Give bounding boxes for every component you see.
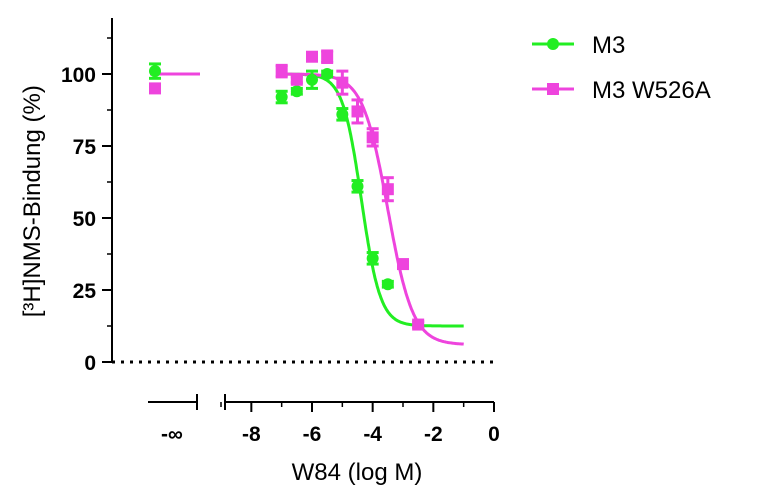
control-point	[149, 65, 161, 78]
y-axis-title: [³H]NMS-Bindung (%)	[19, 85, 46, 317]
data-point	[290, 73, 303, 86]
x-tick-label-minus-infinity: -∞	[161, 423, 183, 446]
data-point	[351, 105, 364, 118]
legend-label: M3	[592, 32, 625, 59]
data-point	[397, 258, 409, 271]
legend-marker	[547, 83, 559, 95]
x-tick-label: -2	[424, 423, 443, 446]
fit-curve	[281, 72, 464, 328]
data-point	[351, 180, 364, 193]
data-point	[381, 278, 394, 291]
legend: M3 M3 W526A	[532, 32, 711, 104]
x-tick-label: -4	[363, 423, 382, 446]
data-point	[412, 318, 425, 331]
data-point	[366, 131, 379, 144]
y-tick-label: 50	[73, 208, 96, 231]
data-markers	[149, 50, 425, 331]
data-point	[306, 73, 318, 86]
data-point	[336, 108, 349, 121]
y-tick-label: 75	[73, 136, 97, 159]
y-tick-label: 0	[84, 352, 96, 375]
data-point	[321, 50, 334, 63]
legend-marker	[547, 38, 559, 50]
data-point	[321, 68, 334, 80]
x-tick-label: -6	[303, 423, 322, 446]
data-point	[381, 183, 394, 196]
data-point	[306, 50, 318, 63]
data-point	[290, 85, 303, 98]
y-tick-label: 100	[61, 64, 96, 87]
x-tick-label: 0	[488, 423, 500, 446]
data-point	[275, 91, 288, 104]
axes: 0 25 50 75 100 [³H]NMS-Bindung (%) -∞ -8 -6 -4 -2 0…	[19, 18, 500, 486]
x-axis-title: W84 (log M)	[292, 459, 423, 486]
fit-curve	[281, 72, 464, 346]
data-point	[366, 252, 379, 265]
legend-label: M3 W526A	[592, 77, 711, 104]
y-tick-label: 25	[73, 280, 97, 303]
fit-curves	[150, 72, 464, 346]
control-point	[149, 82, 161, 95]
data-point	[275, 65, 288, 78]
x-tick-label: -8	[242, 423, 261, 446]
data-point	[336, 76, 349, 89]
